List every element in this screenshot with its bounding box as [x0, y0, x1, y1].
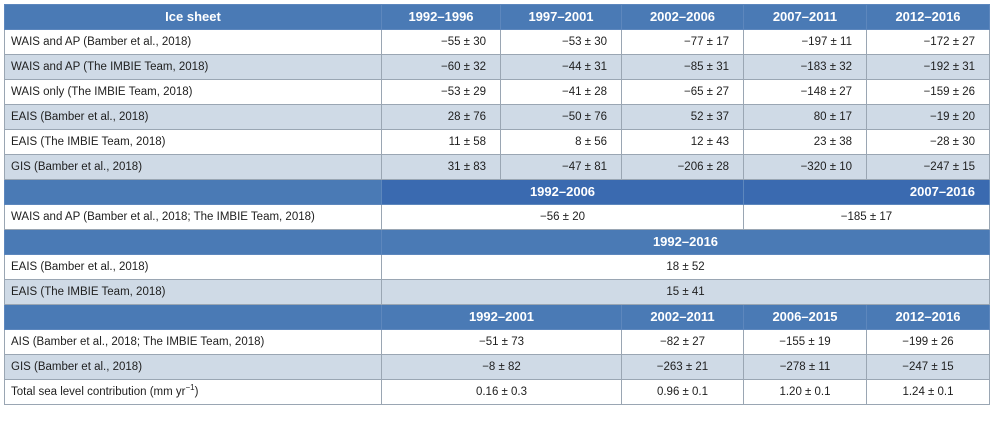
row-label: Total sea level contribution (mm yr−1)	[4, 379, 382, 405]
table-row: Total sea level contribution (mm yr−1) 0…	[4, 379, 990, 405]
cell-value: −56 ± 20	[381, 204, 744, 230]
cell-value: −28 ± 30	[866, 129, 990, 155]
table-row: WAIS only (The IMBIE Team, 2018) −53 ± 2…	[4, 79, 990, 105]
row-label: EAIS (The IMBIE Team, 2018)	[4, 279, 382, 305]
cell-value: −155 ± 19	[743, 329, 867, 355]
table-row: EAIS (Bamber et al., 2018) 18 ± 52	[4, 254, 990, 280]
period-header: 1992–2016	[381, 229, 990, 255]
cell-value: −51 ± 73	[381, 329, 622, 355]
cell-value: 1.24 ± 0.1	[866, 379, 990, 405]
table-row: AIS (Bamber et al., 2018; The IMBIE Team…	[4, 329, 990, 355]
period-header: 1992–1996	[381, 4, 501, 30]
cell-value: −53 ± 29	[381, 79, 501, 105]
cell-value: −77 ± 17	[621, 29, 744, 55]
cell-value: 52 ± 37	[621, 104, 744, 130]
cell-value: −199 ± 26	[866, 329, 990, 355]
period-header: 2007–2016	[743, 179, 990, 205]
cell-value: −172 ± 27	[866, 29, 990, 55]
cell-value: −247 ± 15	[866, 154, 990, 180]
cell-value: −278 ± 11	[743, 354, 867, 380]
table-row: WAIS and AP (Bamber et al., 2018; The IM…	[4, 204, 990, 230]
cell-value: −263 ± 21	[621, 354, 744, 380]
row-label: EAIS (Bamber et al., 2018)	[4, 254, 382, 280]
row-label: WAIS and AP (Bamber et al., 2018; The IM…	[4, 204, 382, 230]
row-label-text: Total sea level contribution (mm yr	[11, 386, 186, 398]
table-row: GIS (Bamber et al., 2018) −8 ± 82 −263 ±…	[4, 354, 990, 380]
cell-value: 18 ± 52	[381, 254, 990, 280]
cell-value: 28 ± 76	[381, 104, 501, 130]
period-header: 1997–2001	[500, 4, 622, 30]
cell-value: 11 ± 58	[381, 129, 501, 155]
table-row: WAIS and AP (The IMBIE Team, 2018) −60 ±…	[4, 54, 990, 80]
table-header-row: Ice sheet 1992–1996 1997–2001 2002–2006 …	[4, 4, 990, 30]
cell-value: −8 ± 82	[381, 354, 622, 380]
cell-value: −65 ± 27	[621, 79, 744, 105]
blank-header-cell	[4, 179, 382, 205]
period-header: 2002–2011	[621, 304, 744, 330]
row-label: EAIS (The IMBIE Team, 2018)	[4, 129, 382, 155]
section-header-row: 1992–2001 2002–2011 2006–2015 2012–2016	[4, 304, 990, 330]
cell-value: −53 ± 30	[500, 29, 622, 55]
period-header: 1992–2006	[381, 179, 744, 205]
cell-value: 8 ± 56	[500, 129, 622, 155]
cell-value: −197 ± 11	[743, 29, 867, 55]
ice-sheet-mass-balance-table: Ice sheet 1992–1996 1997–2001 2002–2006 …	[4, 4, 990, 405]
cell-value: 31 ± 83	[381, 154, 501, 180]
section-header-row: 1992–2006 2007–2016	[4, 179, 990, 205]
cell-value: 15 ± 41	[381, 279, 990, 305]
section-header-row: 1992–2016	[4, 229, 990, 255]
table-row: EAIS (Bamber et al., 2018) 28 ± 76 −50 ±…	[4, 104, 990, 130]
cell-value: −192 ± 31	[866, 54, 990, 80]
cell-value: −206 ± 28	[621, 154, 744, 180]
cell-value: −55 ± 30	[381, 29, 501, 55]
cell-value: −159 ± 26	[866, 79, 990, 105]
row-label: GIS (Bamber et al., 2018)	[4, 154, 382, 180]
row-label: AIS (Bamber et al., 2018; The IMBIE Team…	[4, 329, 382, 355]
period-header: 2012–2016	[866, 4, 990, 30]
period-header: 2002–2006	[621, 4, 744, 30]
table-row: EAIS (The IMBIE Team, 2018) 11 ± 58 8 ± …	[4, 129, 990, 155]
cell-value: −82 ± 27	[621, 329, 744, 355]
blank-header-cell	[4, 304, 382, 330]
cell-value: 0.96 ± 0.1	[621, 379, 744, 405]
row-label: WAIS and AP (Bamber et al., 2018)	[4, 29, 382, 55]
cell-value: −50 ± 76	[500, 104, 622, 130]
unit-superscript: −1	[185, 383, 195, 393]
cell-value: −85 ± 31	[621, 54, 744, 80]
cell-value: 1.20 ± 0.1	[743, 379, 867, 405]
cell-value: 12 ± 43	[621, 129, 744, 155]
table-row: GIS (Bamber et al., 2018) 31 ± 83 −47 ± …	[4, 154, 990, 180]
cell-value: −247 ± 15	[866, 354, 990, 380]
cell-value: −320 ± 10	[743, 154, 867, 180]
cell-value: −44 ± 31	[500, 54, 622, 80]
row-label: WAIS and AP (The IMBIE Team, 2018)	[4, 54, 382, 80]
cell-value: −183 ± 32	[743, 54, 867, 80]
row-label: WAIS only (The IMBIE Team, 2018)	[4, 79, 382, 105]
table-row: EAIS (The IMBIE Team, 2018) 15 ± 41	[4, 279, 990, 305]
period-header: 1992–2001	[381, 304, 622, 330]
cell-value: 80 ± 17	[743, 104, 867, 130]
period-header: 2006–2015	[743, 304, 867, 330]
cell-value: 0.16 ± 0.3	[381, 379, 622, 405]
cell-value: −47 ± 81	[500, 154, 622, 180]
cell-value: −60 ± 32	[381, 54, 501, 80]
row-label-end: )	[194, 386, 199, 398]
cell-value: −185 ± 17	[743, 204, 990, 230]
cell-value: 23 ± 38	[743, 129, 867, 155]
blank-header-cell	[4, 229, 382, 255]
row-label: EAIS (Bamber et al., 2018)	[4, 104, 382, 130]
period-header: 2007–2011	[743, 4, 867, 30]
period-header: 2012–2016	[866, 304, 990, 330]
cell-value: −148 ± 27	[743, 79, 867, 105]
cell-value: −41 ± 28	[500, 79, 622, 105]
ice-sheet-column-header: Ice sheet	[4, 4, 382, 30]
table-row: WAIS and AP (Bamber et al., 2018) −55 ± …	[4, 29, 990, 55]
row-label: GIS (Bamber et al., 2018)	[4, 354, 382, 380]
cell-value: −19 ± 20	[866, 104, 990, 130]
